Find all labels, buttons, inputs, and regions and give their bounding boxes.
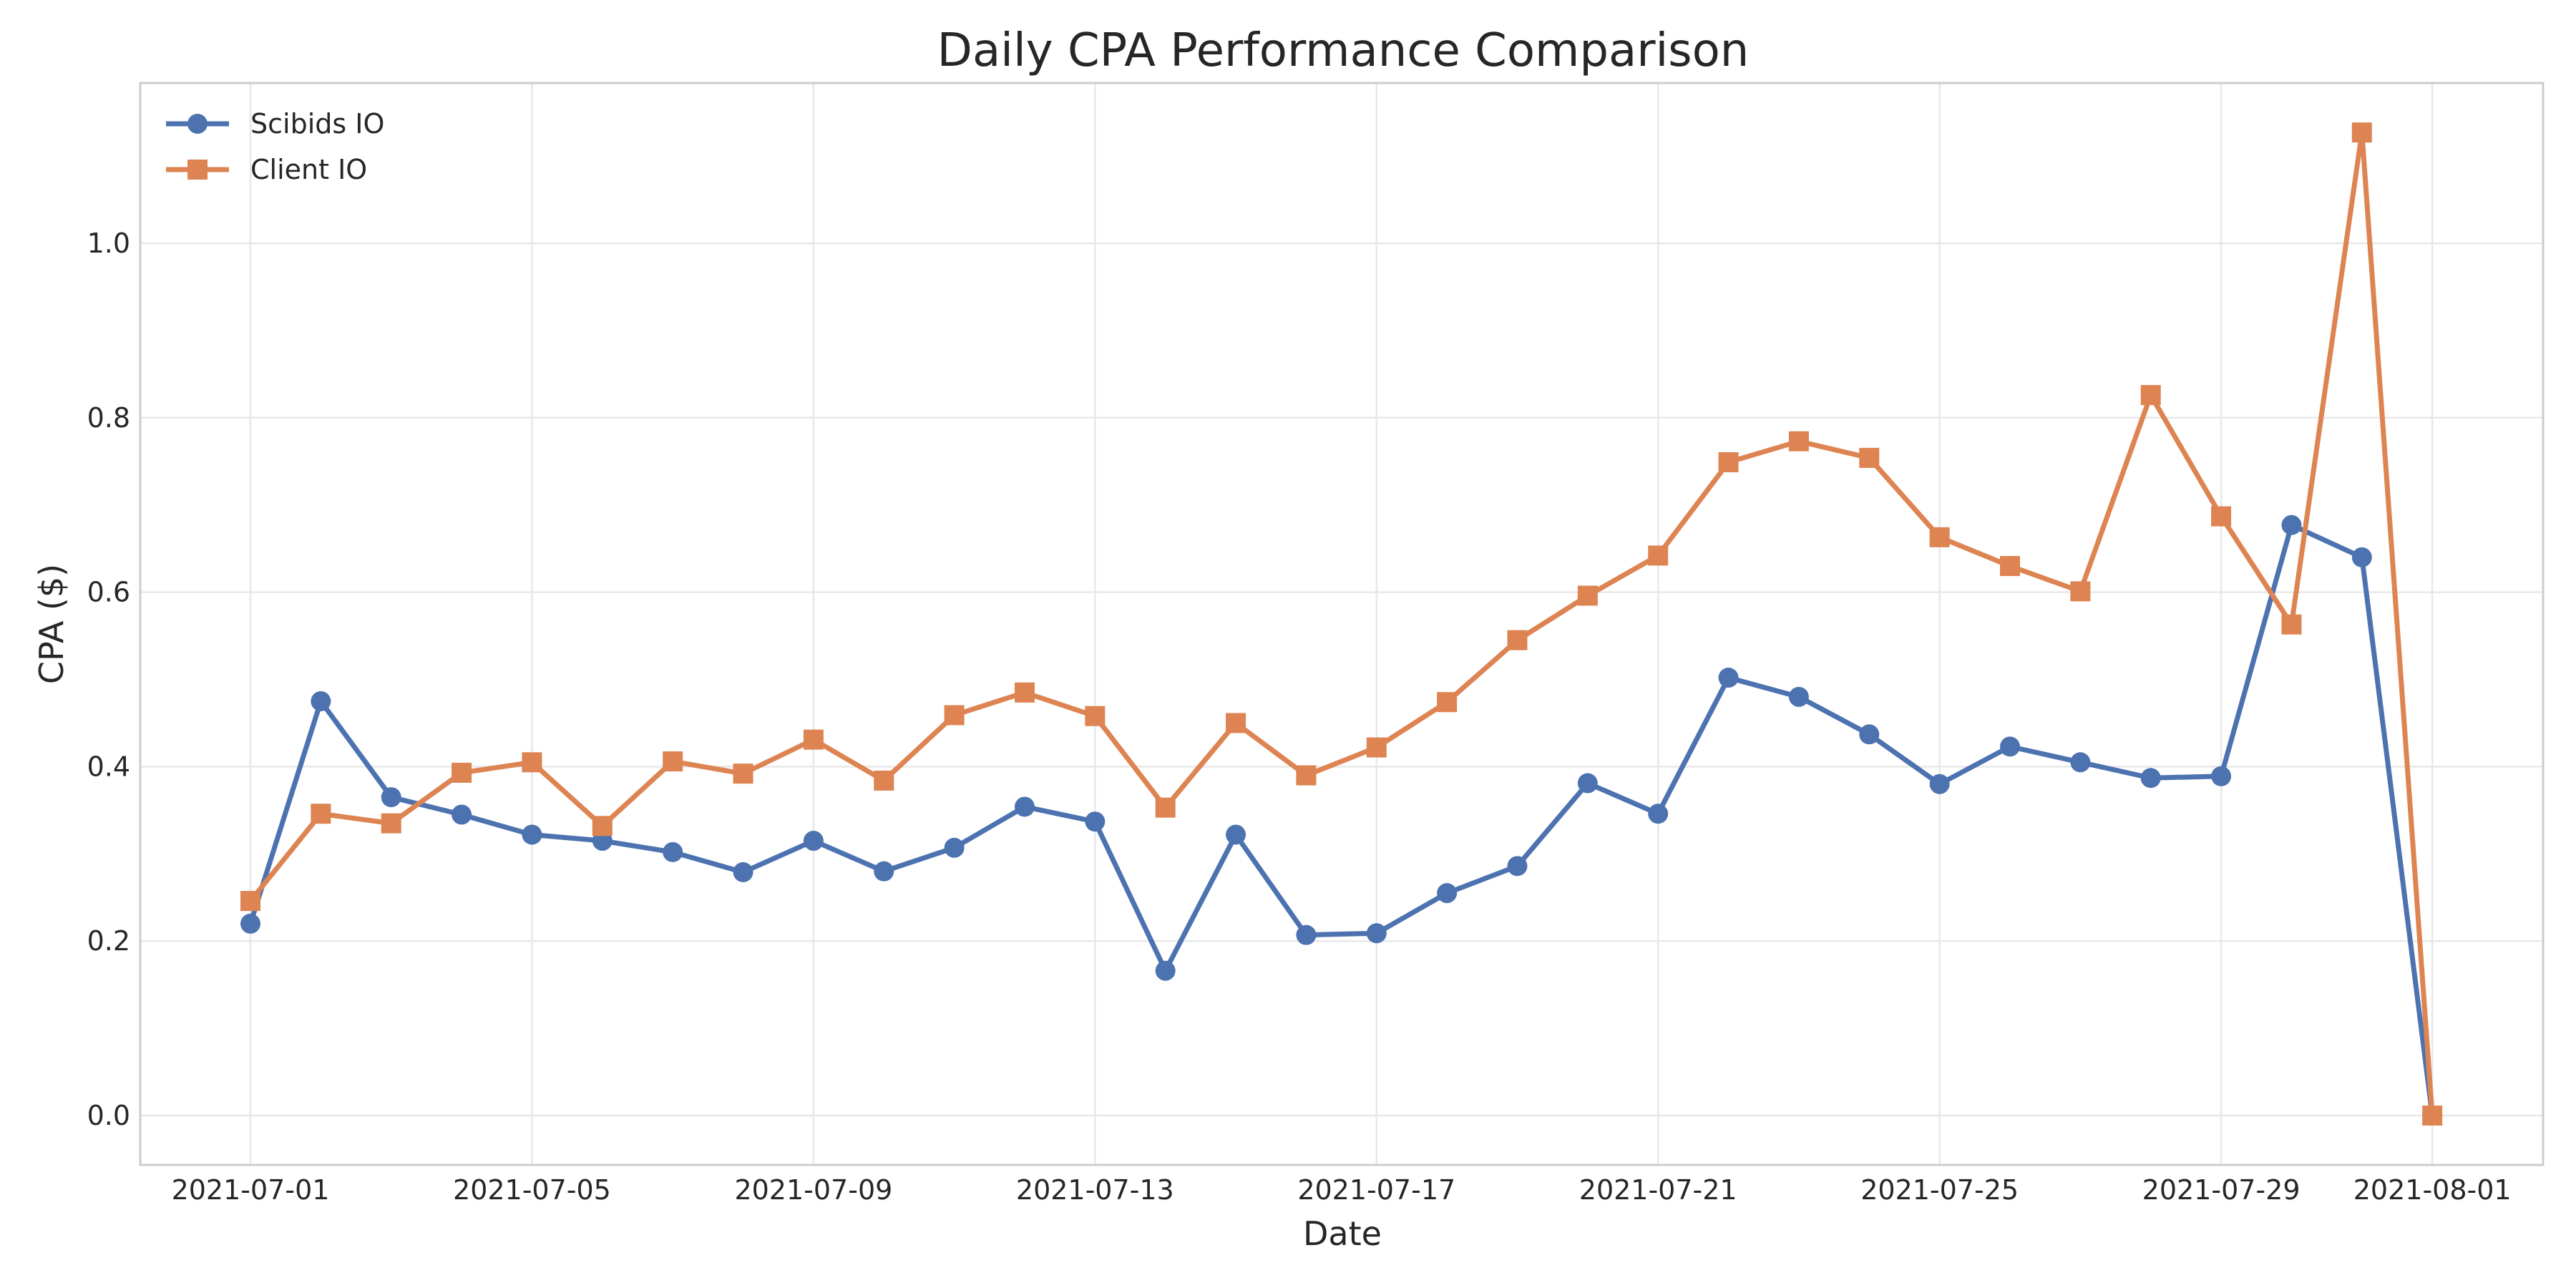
series-scibids-io (240, 514, 2443, 1126)
data-point (1437, 883, 1458, 904)
data-point (2281, 614, 2302, 635)
data-point (311, 691, 331, 711)
data-point (311, 804, 331, 824)
data-point (1437, 692, 1458, 713)
data-point (944, 837, 965, 858)
x-tick-label: 2021-07-21 (1579, 1174, 1737, 1206)
series-layer (240, 122, 2443, 1126)
data-point (1366, 923, 1387, 944)
data-point (2000, 736, 2020, 757)
x-tick-label: 2021-07-25 (1860, 1174, 2019, 1206)
y-tick-label: 0.6 (87, 577, 130, 608)
legend-item: Client IO (166, 154, 367, 185)
series-line (248, 130, 2435, 1118)
x-tick-label: 2021-07-17 (1297, 1174, 1455, 1206)
data-point (2140, 768, 2161, 789)
grid-lines (140, 83, 2543, 1165)
data-point (1788, 431, 1809, 452)
data-point (240, 913, 260, 934)
data-point (1718, 668, 1739, 688)
legend-label: Client IO (250, 154, 367, 185)
x-tick-label: 2021-07-05 (453, 1174, 611, 1206)
data-point (2281, 514, 2302, 535)
x-tick-label: 2021-07-13 (1016, 1174, 1174, 1206)
data-point (1929, 527, 1950, 547)
x-tick-label: 2021-08-01 (2353, 1174, 2512, 1206)
data-point (1788, 686, 1809, 707)
data-point (1859, 724, 1880, 745)
legend-item: Scibids IO (166, 108, 384, 140)
data-point (2070, 752, 2091, 773)
y-tick-label: 0.8 (87, 402, 130, 434)
data-point (1929, 774, 1950, 794)
data-point (1507, 630, 1528, 650)
x-tick-label: 2021-07-09 (734, 1174, 892, 1206)
legend-label: Scibids IO (250, 108, 384, 140)
data-point (1648, 804, 1669, 824)
y-axis-label: CPA ($) (32, 564, 71, 684)
data-point (1155, 797, 1176, 818)
data-point (1577, 773, 1598, 794)
data-point (1577, 585, 1598, 606)
data-point (452, 762, 472, 783)
data-point (1226, 713, 1246, 733)
data-point (2211, 506, 2232, 527)
data-point (1366, 737, 1387, 758)
data-point (803, 831, 824, 852)
data-point (2211, 766, 2232, 786)
data-point (2000, 556, 2020, 577)
data-point (452, 804, 472, 825)
data-point (1014, 796, 1035, 817)
data-point (1226, 824, 1246, 845)
data-point (1507, 856, 1528, 877)
chart-title: Daily CPA Performance Comparison (937, 24, 1750, 77)
data-point (522, 824, 542, 845)
data-point (381, 813, 401, 834)
y-tick-label: 0.4 (87, 751, 130, 782)
data-point (1859, 447, 1880, 468)
data-point (1085, 706, 1106, 726)
data-point (733, 862, 753, 882)
legend: Scibids IO Client IO (166, 108, 384, 185)
series-client-io (240, 122, 2443, 1126)
data-point (733, 763, 753, 784)
data-point (2140, 385, 2161, 406)
data-point (663, 841, 683, 862)
data-point (592, 816, 613, 836)
data-point (2422, 1106, 2443, 1126)
data-point (944, 705, 965, 726)
x-axis-ticks: 2021-07-01 2021-07-05 2021-07-09 2021-07-13… (172, 1174, 2512, 1206)
data-point (1155, 960, 1176, 981)
data-point (2351, 547, 2372, 567)
plot-frame (139, 82, 2545, 1166)
y-axis-ticks: 0.0 0.2 0.4 0.6 0.8 1.0 (87, 228, 130, 1131)
data-point (874, 770, 894, 791)
data-point (874, 861, 894, 882)
data-point (522, 752, 542, 773)
x-tick-label: 2021-07-01 (172, 1174, 330, 1206)
data-point (1085, 811, 1106, 832)
x-axis-label: Date (1303, 1214, 1382, 1253)
data-point (240, 891, 260, 912)
data-point (1648, 545, 1669, 566)
data-point (2070, 581, 2091, 602)
data-point (663, 751, 683, 772)
x-tick-label: 2021-07-29 (2142, 1174, 2301, 1206)
y-tick-label: 1.0 (87, 228, 130, 259)
data-point (381, 787, 401, 808)
data-point (1014, 682, 1035, 703)
series-line (248, 522, 2435, 1118)
data-point (1296, 765, 1317, 786)
data-point (1296, 924, 1317, 945)
y-tick-label: 0.2 (87, 925, 130, 957)
data-point (2351, 122, 2372, 143)
legend-marker (187, 160, 208, 180)
data-point (803, 729, 824, 750)
legend-marker (187, 114, 208, 134)
y-tick-label: 0.0 (87, 1100, 130, 1131)
data-point (1718, 452, 1739, 472)
